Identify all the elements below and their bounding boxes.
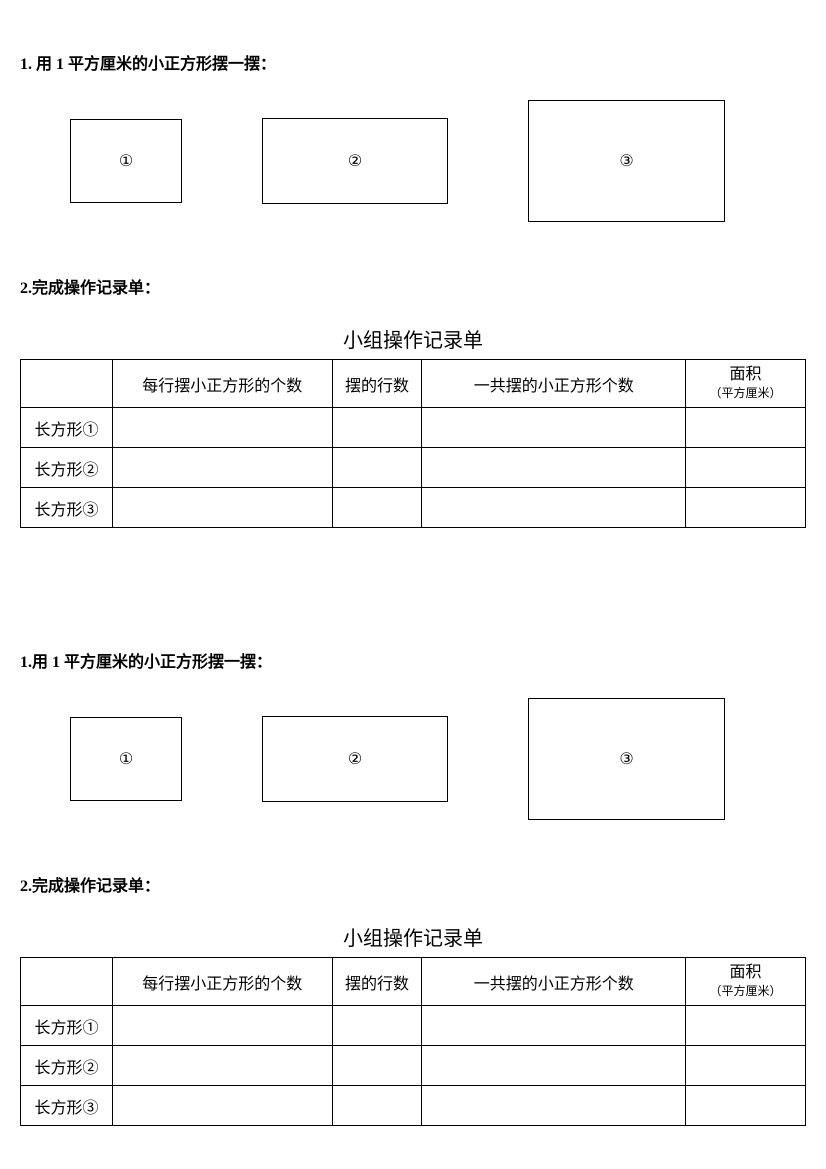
table-cell xyxy=(422,1086,686,1126)
table-header-cell xyxy=(21,360,113,408)
area-main-label: 面积 xyxy=(730,366,762,383)
area-sub-label: （平方厘米） xyxy=(686,984,805,1000)
table-header-row: 每行摆小正方形的个数摆的行数一共摆的小正方形个数 面积 （平方厘米） xyxy=(21,360,806,408)
section-title-2: 2.完成操作记录单： xyxy=(20,872,806,896)
table-cell xyxy=(686,1086,806,1126)
shapes-row: ① ② ③ xyxy=(70,698,806,820)
table-cell xyxy=(332,488,422,528)
worksheet-content: 1. 用 1 平方厘米的小正方形摆一摆： ① ② ③ 2.完成操作记录单： 小组操作记录单… xyxy=(20,50,806,1126)
table-header-cell: 摆的行数 xyxy=(332,360,422,408)
section-title-1: 1.用 1 平方厘米的小正方形摆一摆： xyxy=(20,648,806,672)
table-row: 长方形③ xyxy=(21,488,806,528)
area-sub-label: （平方厘米） xyxy=(686,386,805,402)
table-cell xyxy=(332,1006,422,1046)
table-header-area: 面积 （平方厘米） xyxy=(686,958,806,1006)
table-cell xyxy=(112,1006,332,1046)
table-cell xyxy=(112,408,332,448)
row-label: 长方形② xyxy=(21,448,113,488)
table-cell xyxy=(686,488,806,528)
table-row: 长方形② xyxy=(21,448,806,488)
table-cell xyxy=(422,448,686,488)
table-header-cell xyxy=(21,958,113,1006)
rectangle-shape: ① xyxy=(70,119,182,203)
row-label: 长方形③ xyxy=(21,1086,113,1126)
table-header-area: 面积 （平方厘米） xyxy=(686,360,806,408)
table-title: 小组操作记录单 xyxy=(20,324,806,353)
row-label: 长方形① xyxy=(21,408,113,448)
rectangle-shape: ② xyxy=(262,716,448,802)
table-header-row: 每行摆小正方形的个数摆的行数一共摆的小正方形个数 面积 （平方厘米） xyxy=(21,958,806,1006)
shapes-row: ① ② ③ xyxy=(70,100,806,222)
row-label: 长方形① xyxy=(21,1006,113,1046)
table-cell xyxy=(422,1006,686,1046)
table-row: 长方形① xyxy=(21,1006,806,1046)
table-cell xyxy=(686,448,806,488)
section-title-2: 2.完成操作记录单： xyxy=(20,274,806,298)
table-cell xyxy=(332,1046,422,1086)
rectangle-shape: ③ xyxy=(528,100,725,222)
shape-label: ③ xyxy=(619,151,633,171)
table-cell xyxy=(112,1086,332,1126)
area-main-label: 面积 xyxy=(730,964,762,981)
section-title-1: 1. 用 1 平方厘米的小正方形摆一摆： xyxy=(20,50,806,74)
table-cell xyxy=(686,1006,806,1046)
rectangle-shape: ① xyxy=(70,717,182,801)
table-cell xyxy=(686,1046,806,1086)
shape-label: ② xyxy=(348,151,362,171)
shape-label: ① xyxy=(119,749,133,769)
table-cell xyxy=(422,488,686,528)
shape-label: ② xyxy=(348,749,362,769)
row-label: 长方形③ xyxy=(21,488,113,528)
table-header-cell: 一共摆的小正方形个数 xyxy=(422,958,686,1006)
table-cell xyxy=(686,408,806,448)
table-header-cell: 每行摆小正方形的个数 xyxy=(112,360,332,408)
table-cell xyxy=(112,448,332,488)
rectangle-shape: ② xyxy=(262,118,448,204)
row-label: 长方形② xyxy=(21,1046,113,1086)
table-header-cell: 一共摆的小正方形个数 xyxy=(422,360,686,408)
shape-label: ③ xyxy=(619,749,633,769)
table-cell xyxy=(112,1046,332,1086)
table-cell xyxy=(422,408,686,448)
table-cell xyxy=(332,1086,422,1126)
table-row: 长方形② xyxy=(21,1046,806,1086)
shape-label: ① xyxy=(119,151,133,171)
table-cell xyxy=(112,488,332,528)
rectangle-shape: ③ xyxy=(528,698,725,820)
table-cell xyxy=(332,408,422,448)
record-table: 每行摆小正方形的个数摆的行数一共摆的小正方形个数 面积 （平方厘米） 长方形①长方形②… xyxy=(20,957,806,1126)
table-title: 小组操作记录单 xyxy=(20,922,806,951)
worksheet-section: 1.用 1 平方厘米的小正方形摆一摆： ① ② ③ 2.完成操作记录单： 小组操作记录单每… xyxy=(20,648,806,1126)
table-cell xyxy=(332,448,422,488)
table-header-cell: 摆的行数 xyxy=(332,958,422,1006)
table-cell xyxy=(422,1046,686,1086)
worksheet-section: 1. 用 1 平方厘米的小正方形摆一摆： ① ② ③ 2.完成操作记录单： 小组操作记录单… xyxy=(20,50,806,528)
table-row: 长方形① xyxy=(21,408,806,448)
table-row: 长方形③ xyxy=(21,1086,806,1126)
table-header-cell: 每行摆小正方形的个数 xyxy=(112,958,332,1006)
record-table: 每行摆小正方形的个数摆的行数一共摆的小正方形个数 面积 （平方厘米） 长方形①长方形②… xyxy=(20,359,806,528)
